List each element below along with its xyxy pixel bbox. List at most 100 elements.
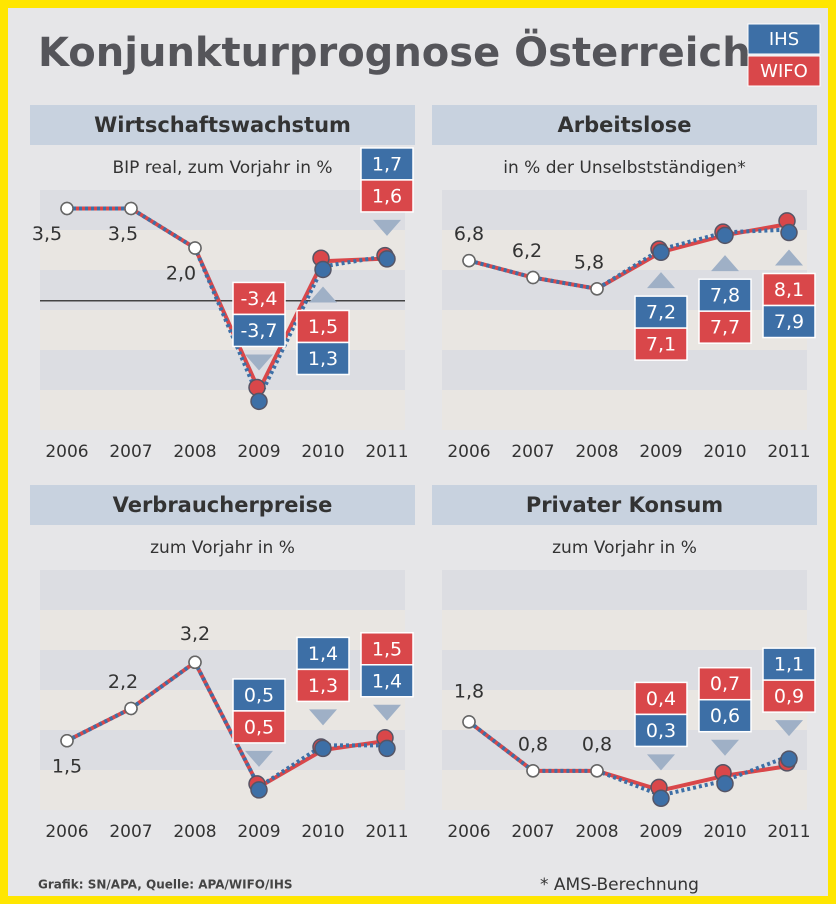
value-label: 2,0 [166, 263, 196, 285]
x-tick-label: 2009 [639, 822, 682, 842]
panel-header [30, 105, 415, 145]
value-box [762, 304, 816, 339]
x-tick-label: 2008 [173, 442, 216, 462]
panel-header [432, 105, 817, 145]
value-box [634, 713, 688, 748]
value-box [360, 179, 414, 213]
value-label: 2,2 [108, 671, 138, 693]
plot-band [40, 770, 405, 810]
value-label: 1,4 [372, 670, 402, 692]
value-box [698, 698, 752, 733]
x-tick-label: 2006 [45, 442, 88, 462]
plot-band [442, 610, 807, 650]
value-label: 7,1 [646, 334, 676, 356]
value-label: 6,8 [454, 223, 484, 245]
plot-band [40, 350, 405, 390]
x-tick-label: 2007 [109, 822, 152, 842]
point [60, 734, 74, 748]
point [462, 253, 476, 268]
x-tick-label: 2011 [767, 442, 810, 462]
value-box [296, 668, 350, 703]
point [314, 260, 332, 279]
point [250, 392, 268, 411]
value-label: 1,7 [372, 153, 402, 175]
plot-band [442, 350, 807, 390]
x-tick-label: 2010 [301, 822, 344, 842]
plot-band [442, 690, 807, 730]
series-line [467, 720, 790, 798]
value-label: 0,5 [244, 716, 274, 738]
x-tick-label: 2006 [45, 822, 88, 842]
legend-swatch [747, 23, 821, 55]
value-label: 1,5 [372, 638, 402, 660]
point [780, 223, 798, 242]
plot-band [442, 390, 807, 430]
point [378, 250, 396, 268]
plot-band [442, 650, 807, 690]
x-tick-label: 2010 [301, 442, 344, 462]
plot-band [40, 390, 405, 430]
plot-band [442, 770, 807, 810]
value-label: 0,7 [710, 673, 740, 695]
value-box [296, 341, 350, 376]
value-label: 1,5 [52, 755, 82, 777]
value-box [296, 309, 350, 344]
point [590, 282, 604, 296]
pointer-arrow [245, 750, 273, 767]
value-label: 0,5 [244, 684, 274, 706]
point [652, 789, 670, 808]
x-tick-label: 2011 [365, 442, 408, 462]
pointer-arrow [775, 249, 803, 266]
pointer-arrow [647, 754, 675, 771]
plot-band [442, 570, 807, 610]
x-tick-label: 2007 [511, 822, 554, 842]
value-label: 6,2 [512, 240, 542, 262]
point [716, 226, 734, 245]
pointer-arrow [373, 219, 401, 236]
panel-subtitle: zum Vorjahr in % [150, 538, 295, 558]
point [124, 201, 138, 216]
legend-label: IHS [769, 29, 799, 50]
value-box [698, 310, 752, 344]
value-label: 1,1 [774, 654, 804, 676]
panel-title: Arbeitslose [558, 113, 692, 137]
x-tick-label: 2010 [703, 442, 746, 462]
x-tick-label: 2009 [237, 822, 280, 842]
page-title: Konjunkturprognose Österreich [38, 28, 751, 76]
point [526, 764, 540, 778]
x-tick-label: 2006 [447, 822, 490, 842]
x-tick-label: 2008 [575, 442, 618, 462]
panel-header [30, 485, 415, 525]
x-tick-label: 2011 [767, 822, 810, 842]
value-box [698, 278, 752, 312]
point [60, 201, 74, 216]
value-label: -3,7 [240, 320, 277, 342]
value-label: 7,9 [774, 311, 804, 333]
pointer-arrow [309, 286, 337, 303]
value-label: 1,3 [308, 675, 338, 697]
x-tick-label: 2010 [703, 822, 746, 842]
value-box [232, 710, 286, 744]
plot-band [40, 690, 405, 730]
value-box [232, 281, 286, 316]
plot-band [40, 610, 405, 650]
plot-band [442, 270, 807, 310]
pointer-arrow [775, 720, 803, 737]
x-tick-label: 2009 [639, 442, 682, 462]
pointer-arrow [309, 709, 337, 726]
value-label: 7,2 [646, 302, 676, 324]
point [188, 655, 202, 670]
point [378, 739, 396, 758]
point [188, 241, 202, 255]
value-label: 5,8 [574, 251, 604, 273]
value-label: 0,4 [646, 688, 676, 710]
pointer-arrow [647, 272, 675, 289]
pointer-arrow [711, 255, 739, 272]
point [590, 764, 604, 778]
x-tick-label: 2009 [237, 442, 280, 462]
panel-subtitle: zum Vorjahr in % [552, 538, 697, 558]
source: Grafik: SN/APA, Quelle: APA/WIFO/IHS [38, 878, 293, 892]
value-label: -3,4 [240, 288, 277, 310]
